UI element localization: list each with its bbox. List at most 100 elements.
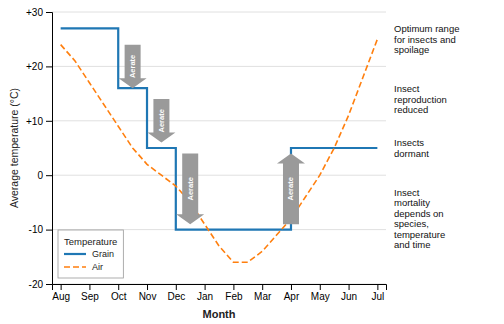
legend-label: Grain xyxy=(92,249,114,259)
annotation-line: reproduction xyxy=(394,94,447,105)
x-tick-mark xyxy=(176,284,177,290)
x-tick-mark xyxy=(118,284,119,290)
y-tick-label: +10 xyxy=(26,116,43,127)
y-tick-label: -10 xyxy=(29,224,44,235)
x-tick-label: Jan xyxy=(197,291,213,302)
x-tick-mark xyxy=(205,284,206,290)
arrow-label: Aerate xyxy=(128,55,137,78)
x-tick-label: Feb xyxy=(225,291,243,302)
x-tick-mark xyxy=(89,284,90,290)
x-tick: Sep xyxy=(81,284,99,302)
y-tick-mark xyxy=(46,284,52,285)
plot-area xyxy=(61,28,378,262)
x-tick: Oct xyxy=(111,284,127,302)
y-tick-label: -20 xyxy=(29,279,44,290)
arrow-label: Aerate xyxy=(286,177,295,200)
x-tick-label: May xyxy=(311,291,330,302)
y-tick: +30 xyxy=(26,7,52,18)
annotation-line: reduced xyxy=(394,104,428,115)
arrow-label: Aerate xyxy=(186,177,195,200)
y-tick-mark xyxy=(46,175,52,176)
x-tick-label: Nov xyxy=(139,291,157,302)
annotation-line: mortality xyxy=(394,197,430,208)
annotation: Optimum rangefor insects andspoilage xyxy=(394,23,459,55)
legend-swatch xyxy=(64,253,86,255)
annotation-line: depends on xyxy=(394,208,444,219)
annotation-line: and time xyxy=(394,239,430,250)
legend-label: Air xyxy=(92,262,103,272)
annotation: Insectreproductionreduced xyxy=(394,83,447,115)
annotation-line: spoilage xyxy=(394,44,429,55)
annotation-line: temperature xyxy=(394,229,445,240)
x-tick-mark xyxy=(349,284,350,290)
x-tick-mark xyxy=(147,284,148,290)
annotation-line: Insect xyxy=(394,83,420,94)
x-tick-label: Aug xyxy=(52,291,70,302)
chart: AugSepOctNovDecJanFebMarAprMayJunJul-20-… xyxy=(0,0,504,324)
y-tick-label: +30 xyxy=(26,7,43,18)
x-tick-label: Apr xyxy=(284,291,300,302)
chart-container: AugSepOctNovDecJanFebMarAprMayJunJul-20-… xyxy=(0,0,504,324)
y-axis: -20 -10 0 +10 +20 +30 xyxy=(26,7,52,290)
y-tick: -20 xyxy=(29,279,52,290)
y-tick: +20 xyxy=(26,61,52,72)
aerate-arrow xyxy=(147,99,175,143)
annotations: Optimum rangefor insects andspoilage Inse… xyxy=(394,23,459,250)
series-line xyxy=(61,28,378,229)
grid-line-y xyxy=(52,12,386,13)
y-tick: +10 xyxy=(26,116,52,127)
annotation-line: Optimum range xyxy=(394,23,459,34)
x-tick-label: Jun xyxy=(341,291,357,302)
x-tick: Jan xyxy=(197,284,213,302)
x-axis-title: Month xyxy=(203,308,236,320)
x-tick: May xyxy=(311,284,330,302)
annotation-line: Insect xyxy=(394,187,420,198)
annotation-line: Insects xyxy=(394,137,424,148)
x-tick-mark xyxy=(320,284,321,290)
aerate-arrow xyxy=(119,45,147,89)
arrow-labels: Aerate Aerate Aerate Aerate xyxy=(128,55,295,201)
y-tick-mark xyxy=(46,66,52,67)
annotation: Insectsdormant xyxy=(394,137,429,159)
x-tick-label: Sep xyxy=(81,291,99,302)
x-tick: Nov xyxy=(139,284,157,302)
series-line xyxy=(61,39,378,262)
x-tick-mark xyxy=(233,284,234,290)
x-tick: Mar xyxy=(254,284,272,302)
aerate-arrow xyxy=(277,153,305,224)
x-tick-mark xyxy=(61,284,62,290)
x-tick-mark xyxy=(377,284,378,290)
y-tick-mark xyxy=(46,230,52,231)
x-axis: Aug Sep Oct Nov Dec Jan Feb Mar Apr May Jun Jul xyxy=(52,284,386,302)
grid xyxy=(52,12,386,284)
y-axis-line xyxy=(46,13,53,285)
grid-line-y xyxy=(52,120,386,121)
x-tick-mark xyxy=(262,284,263,290)
x-tick: Jul xyxy=(371,284,384,302)
legend-box xyxy=(58,230,123,278)
annotation-line: species, xyxy=(394,218,429,229)
x-tick-mark xyxy=(291,284,292,290)
x-tick: Dec xyxy=(167,284,185,302)
y-tick-label: 0 xyxy=(37,170,43,181)
y-axis-title: Average temperature (°C) xyxy=(8,88,20,208)
y-tick-label: +20 xyxy=(26,61,43,72)
grid-line-y xyxy=(52,66,386,67)
y-tick-mark xyxy=(46,121,52,122)
legend: Temperature Grain Air xyxy=(58,230,123,278)
x-tick: Aug xyxy=(52,284,70,302)
annotation: Insectmortalitydepends onspecies,tempera… xyxy=(394,187,445,251)
x-tick-label: Dec xyxy=(167,291,185,302)
x-tick: Apr xyxy=(284,284,300,302)
arrow-label: Aerate xyxy=(157,109,166,132)
grid-line-y xyxy=(52,175,386,176)
y-tick: 0 xyxy=(37,170,52,181)
x-tick-label: Jul xyxy=(371,291,384,302)
y-tick: -10 xyxy=(29,224,52,235)
legend-title: Temperature xyxy=(64,236,117,247)
x-tick-label: Oct xyxy=(111,291,127,302)
aerate-arrow xyxy=(176,153,204,224)
x-tick-label: Mar xyxy=(254,291,272,302)
x-tick: Feb xyxy=(225,284,243,302)
annotation-line: for insects and xyxy=(394,34,456,45)
